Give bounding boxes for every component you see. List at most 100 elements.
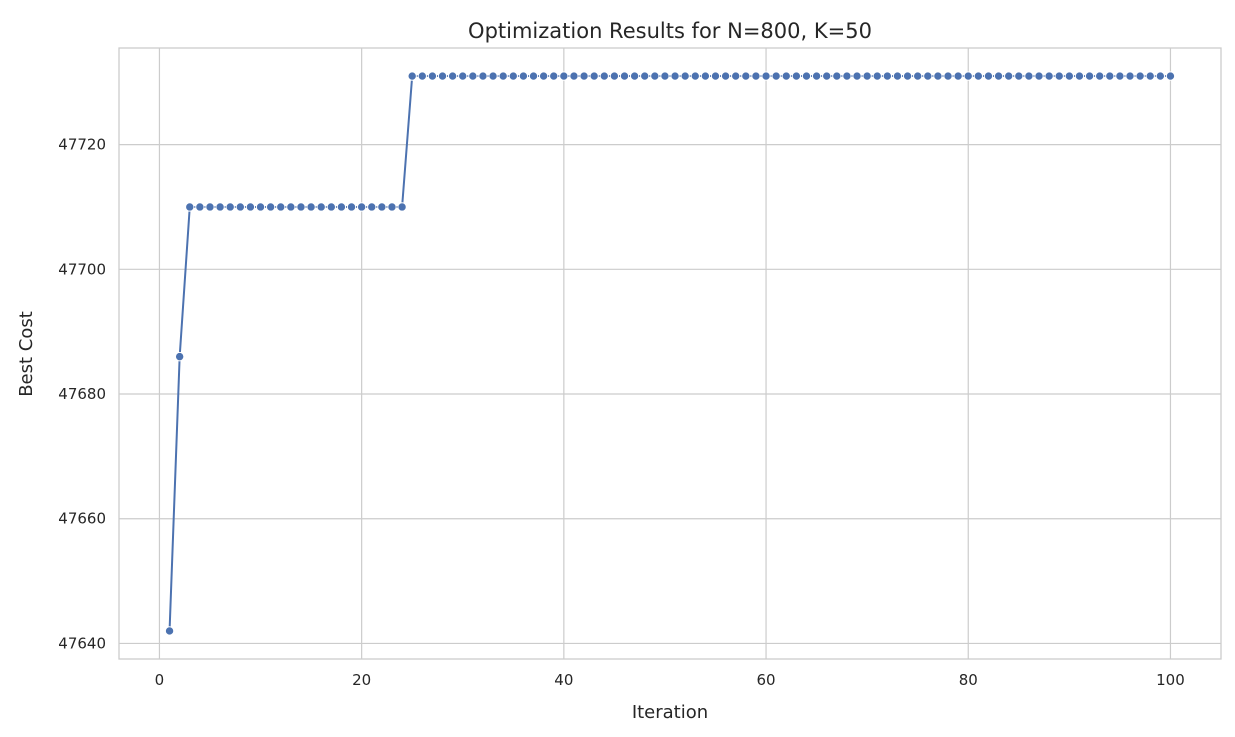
data-point bbox=[265, 202, 276, 212]
x-tick-label: 20 bbox=[352, 671, 371, 689]
data-point bbox=[1105, 71, 1115, 81]
data-point bbox=[336, 202, 347, 212]
data-point bbox=[215, 202, 225, 212]
data-point bbox=[1094, 71, 1105, 81]
data-point bbox=[862, 71, 872, 81]
data-point bbox=[1125, 71, 1135, 81]
data-point bbox=[1024, 71, 1034, 81]
y-tick-label: 47700 bbox=[58, 260, 106, 278]
data-point bbox=[377, 202, 387, 212]
data-point bbox=[710, 71, 721, 81]
data-point bbox=[731, 71, 741, 81]
data-point bbox=[670, 71, 680, 81]
plot-frame bbox=[118, 47, 1222, 660]
data-point bbox=[1044, 71, 1054, 81]
data-point bbox=[538, 71, 549, 81]
data-point bbox=[1074, 71, 1085, 81]
data-point bbox=[832, 71, 842, 81]
data-point bbox=[761, 71, 771, 81]
data-point bbox=[458, 71, 468, 81]
data-point bbox=[579, 71, 589, 81]
data-point bbox=[801, 71, 812, 81]
data-point bbox=[640, 71, 650, 81]
y-tick-label: 47680 bbox=[58, 385, 106, 403]
data-point bbox=[508, 71, 518, 81]
data-point bbox=[690, 71, 700, 81]
data-point bbox=[255, 202, 266, 212]
data-point bbox=[1145, 71, 1155, 81]
data-point bbox=[933, 71, 943, 81]
y-axis-label: Best Cost bbox=[16, 311, 37, 397]
data-point bbox=[609, 71, 620, 81]
data-point bbox=[983, 71, 994, 81]
data-point bbox=[447, 71, 458, 81]
data-point bbox=[498, 71, 508, 81]
data-point bbox=[174, 351, 185, 362]
data-point bbox=[953, 71, 963, 81]
y-tick-label: 47720 bbox=[58, 136, 106, 154]
data-point bbox=[205, 202, 215, 212]
data-point bbox=[791, 71, 802, 81]
data-point bbox=[559, 71, 569, 81]
data-point bbox=[650, 71, 660, 81]
data-point bbox=[771, 71, 781, 81]
data-point bbox=[680, 71, 690, 81]
data-point bbox=[882, 71, 893, 81]
data-point bbox=[1054, 71, 1064, 81]
data-point bbox=[417, 71, 428, 81]
data-point bbox=[589, 71, 599, 81]
data-point bbox=[1084, 71, 1095, 81]
data-point bbox=[518, 71, 529, 81]
data-point bbox=[872, 71, 882, 81]
data-point bbox=[164, 626, 175, 636]
data-point bbox=[1064, 71, 1075, 81]
x-tick-label: 0 bbox=[155, 671, 165, 689]
data-point bbox=[296, 202, 306, 212]
data-point bbox=[781, 71, 791, 81]
data-point bbox=[842, 71, 852, 81]
data-point bbox=[316, 202, 326, 212]
data-point bbox=[276, 202, 286, 212]
data-point bbox=[973, 71, 984, 81]
data-point bbox=[356, 202, 367, 212]
x-tick-label: 60 bbox=[756, 671, 775, 689]
data-point bbox=[549, 71, 559, 81]
chart-title: Optimization Results for N=800, K=50 bbox=[468, 19, 872, 43]
data-point bbox=[720, 71, 731, 81]
data-point bbox=[569, 71, 579, 81]
data-point bbox=[235, 202, 246, 212]
data-point bbox=[993, 71, 1004, 81]
data-point bbox=[1003, 71, 1014, 81]
y-tick-label: 47640 bbox=[58, 634, 106, 652]
data-point bbox=[225, 202, 235, 212]
data-point bbox=[387, 202, 397, 212]
data-point bbox=[286, 202, 296, 212]
data-point bbox=[619, 71, 630, 81]
data-point bbox=[852, 71, 862, 81]
data-point bbox=[822, 71, 832, 81]
data-point bbox=[811, 71, 822, 81]
data-point bbox=[195, 202, 205, 212]
data-point bbox=[751, 71, 761, 81]
data-point bbox=[407, 71, 417, 81]
data-point bbox=[700, 71, 711, 81]
data-point bbox=[660, 71, 670, 81]
data-point bbox=[629, 71, 640, 81]
data-point bbox=[1165, 71, 1176, 81]
series-line bbox=[168, 75, 1171, 631]
data-point bbox=[326, 202, 337, 212]
data-point bbox=[427, 71, 438, 81]
data-point bbox=[185, 202, 195, 212]
data-point bbox=[943, 71, 953, 81]
data-point bbox=[1034, 71, 1044, 81]
data-point bbox=[528, 71, 539, 81]
data-point bbox=[468, 71, 478, 81]
data-point bbox=[437, 71, 448, 81]
marker-layer bbox=[164, 71, 1176, 636]
x-tick-label: 80 bbox=[959, 671, 978, 689]
data-point bbox=[741, 71, 751, 81]
data-point bbox=[1115, 71, 1125, 81]
data-point bbox=[397, 202, 407, 212]
grid-layer bbox=[119, 48, 1221, 659]
data-point bbox=[1155, 71, 1166, 81]
